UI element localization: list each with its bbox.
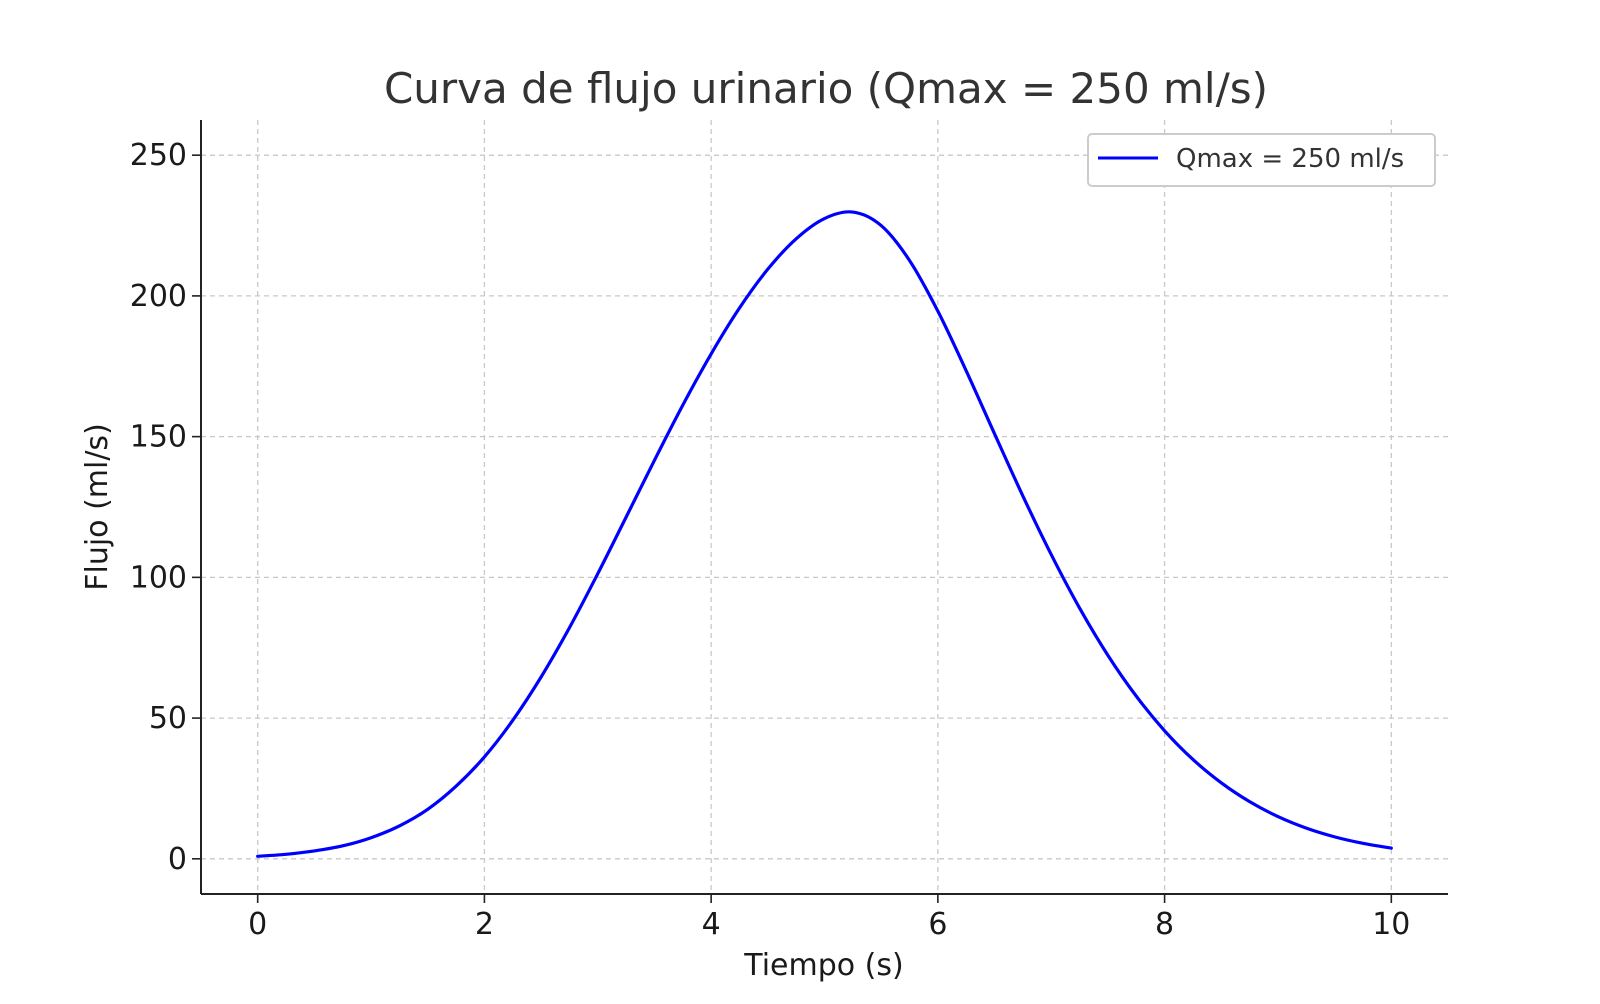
x-tick-label: 6 bbox=[928, 907, 947, 942]
y-axis-label: Flujo (ml/s) bbox=[80, 423, 115, 591]
x-tick-label: 10 bbox=[1372, 907, 1410, 942]
y-tick-label: 150 bbox=[130, 420, 187, 455]
series-layer bbox=[256, 210, 1393, 858]
x-tick-label: 4 bbox=[702, 907, 721, 942]
x-axis-label: Tiempo (s) bbox=[743, 948, 903, 983]
y-tick-label: 0 bbox=[168, 842, 187, 877]
y-tick-label: 250 bbox=[130, 138, 187, 173]
y-tick-label: 100 bbox=[130, 560, 187, 595]
y-tick-label: 50 bbox=[149, 701, 187, 736]
legend-box bbox=[1087, 133, 1436, 187]
chart-title: Curva de flujo urinario (Qmax = 250 ml/s… bbox=[384, 64, 1268, 113]
series-line bbox=[256, 210, 1393, 858]
legend-label: Qmax = 250 ml/s bbox=[1176, 144, 1404, 174]
grid bbox=[201, 120, 1448, 894]
axes bbox=[200, 120, 1448, 895]
legend: Qmax = 250 ml/s bbox=[1087, 133, 1436, 187]
x-tick-label: 2 bbox=[475, 907, 494, 942]
y-tick-label: 200 bbox=[130, 279, 187, 314]
x-tick-label: 0 bbox=[248, 907, 267, 942]
x-tick-label: 8 bbox=[1155, 907, 1174, 942]
